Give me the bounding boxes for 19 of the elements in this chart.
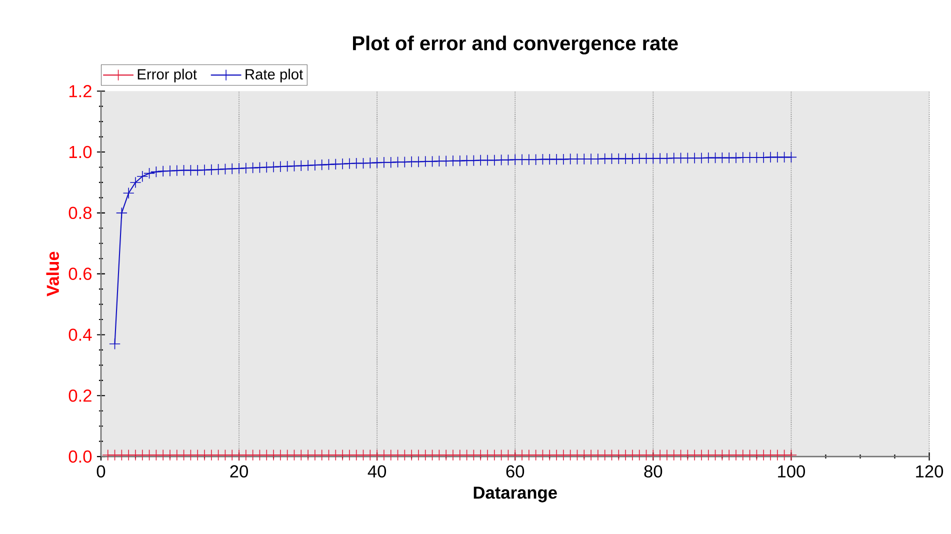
x-tick-label: 60	[506, 466, 524, 478]
x-tick-label: 40	[368, 466, 386, 478]
y-axis-title: Value	[46, 252, 59, 297]
x-tick-label: 80	[644, 466, 662, 478]
chart-title: Plot of error and convergence rate	[353, 36, 678, 55]
y-tick-label: 1.2	[69, 85, 92, 98]
x-axis-title: Datarange	[474, 486, 557, 503]
y-tick-label: 0.6	[68, 268, 92, 280]
x-tick-label: 120	[916, 466, 944, 478]
y-tick-label: 0.0	[68, 450, 92, 463]
legend-label: Error plot	[138, 68, 197, 83]
y-tick-label: 0.2	[68, 390, 92, 402]
y-tick-label: 0.8	[68, 207, 92, 220]
x-tick-label: 100	[778, 466, 805, 478]
x-tick-label: 20	[230, 466, 248, 478]
x-tick-label: 0	[96, 466, 106, 478]
legend-label: Rate plot	[246, 68, 304, 83]
y-tick-label: 1.0	[69, 146, 92, 158]
y-tick-label: 0.4	[68, 328, 92, 342]
